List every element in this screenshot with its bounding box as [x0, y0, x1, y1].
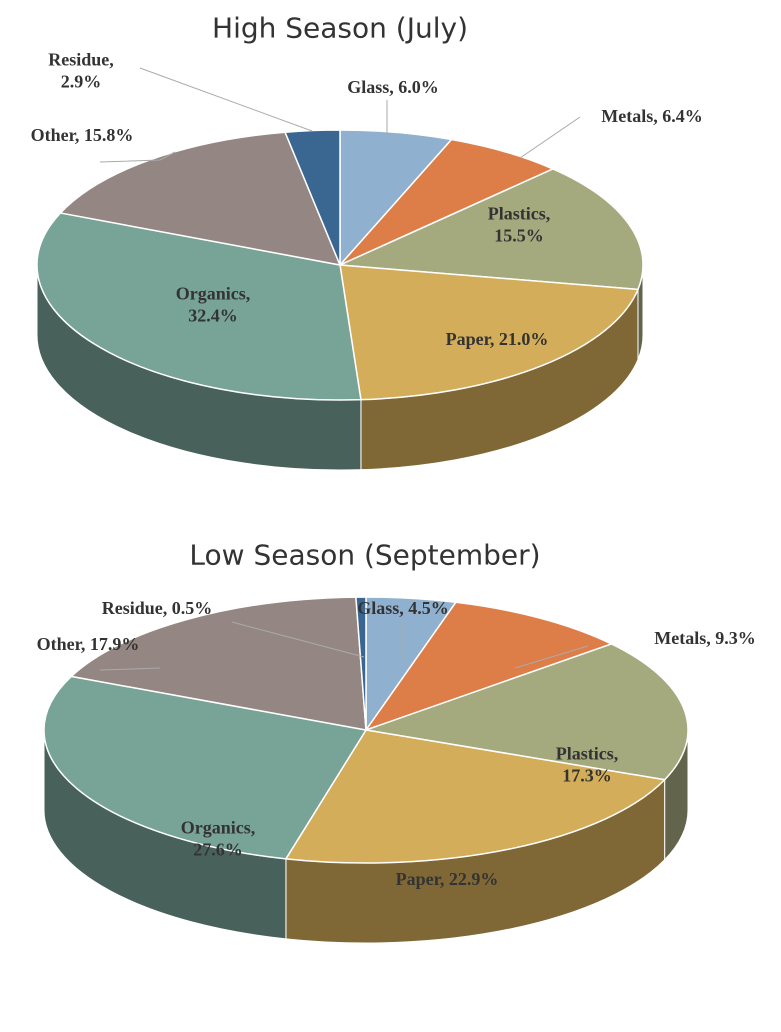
data-label: Metals, 6.4% [601, 106, 703, 127]
data-label: Residue, 2.9% [48, 49, 114, 91]
leader-line [99, 667, 161, 671]
data-label: Glass, 6.0% [347, 77, 439, 98]
data-label: Residue, 0.5% [101, 598, 213, 619]
leader-line [514, 645, 589, 669]
chart-title: High Season (July) [212, 11, 468, 45]
pie-slice [36, 212, 362, 401]
leader-line [139, 67, 313, 132]
pie-slice [364, 601, 614, 732]
pie-slice [43, 675, 368, 860]
data-label: Paper, 21.0% [445, 329, 549, 350]
pie-slice [355, 596, 367, 731]
pie-slice [284, 729, 667, 864]
pie-slice [69, 596, 367, 731]
data-label: Glass, 4.5% [357, 598, 449, 619]
data-label: Organics, 32.4% [175, 283, 251, 325]
data-label: Other, 17.9% [36, 634, 140, 655]
data-label: Organics, 27.6% [180, 817, 256, 859]
data-label: Plastics, 15.5% [487, 203, 551, 245]
pie-slice [339, 264, 640, 401]
leader-line [99, 151, 176, 163]
pie-slice [337, 168, 644, 291]
data-label: Other, 15.8% [30, 125, 134, 146]
leader-line [519, 116, 581, 159]
data-label: Metals, 9.3% [654, 628, 756, 649]
data-label: Plastics, 17.3% [555, 743, 619, 785]
data-label: Paper, 22.9% [395, 869, 499, 890]
pie-slice [339, 138, 555, 266]
leader-line [231, 621, 365, 658]
chart-title: Low Season (September) [189, 538, 541, 572]
pie-slice [284, 129, 341, 266]
pie-slice [365, 643, 689, 781]
